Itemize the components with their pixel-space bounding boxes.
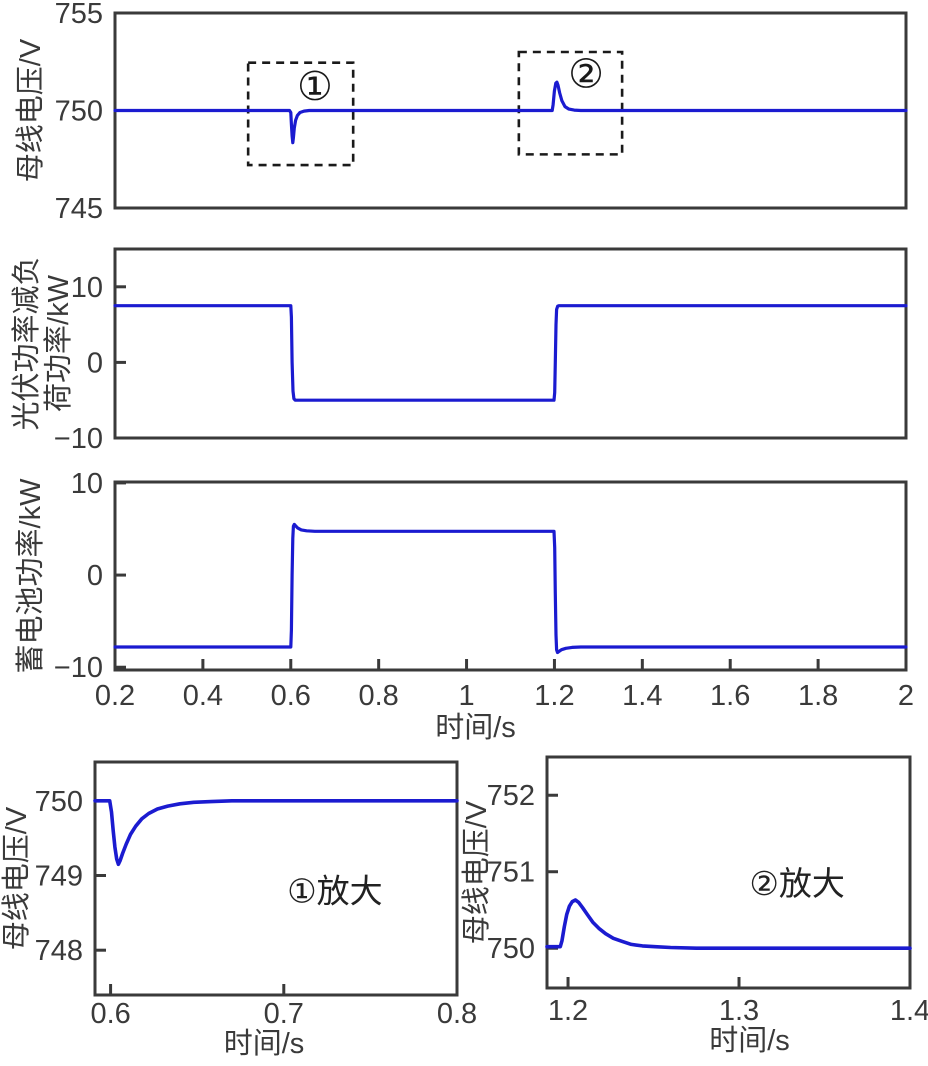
data-line bbox=[113, 80, 908, 145]
callout-box bbox=[246, 61, 355, 167]
y-axis-label: 母线电压/V bbox=[0, 806, 33, 950]
data-line bbox=[545, 898, 912, 950]
y-tick-label: 0 bbox=[87, 560, 103, 592]
x-axis-label: 时间/s bbox=[709, 1024, 790, 1057]
data-line bbox=[113, 522, 908, 655]
y-tick-label: 10 bbox=[71, 272, 103, 304]
y-tick-label: 750 bbox=[35, 786, 83, 818]
x-tick-label: 1.3 bbox=[719, 995, 759, 1027]
y-tick-label: 745 bbox=[55, 193, 103, 225]
x-tick-label: 1.4 bbox=[622, 680, 662, 712]
y-axis-label: 蓄电池功率/kW bbox=[14, 478, 47, 674]
x-tick-label: 1.2 bbox=[548, 995, 588, 1027]
y-axis-label: 光伏功率减负 bbox=[10, 256, 43, 430]
x-axis-label: 时间/s bbox=[435, 711, 516, 744]
x-tick-label: 0.7 bbox=[264, 998, 304, 1030]
y-tick-label: −10 bbox=[54, 652, 103, 684]
data-line bbox=[93, 798, 459, 867]
plot-frame bbox=[93, 760, 459, 997]
plot-frame bbox=[113, 247, 908, 440]
y-tick-label: 10 bbox=[71, 468, 103, 500]
pv-load-power-plot: 10 0 −10 光伏功率减负 荷功率/kW bbox=[10, 247, 908, 455]
plot-frame bbox=[113, 480, 908, 672]
y-tick-label: 749 bbox=[35, 861, 83, 893]
callout-number: ① bbox=[297, 65, 333, 109]
data-line bbox=[113, 304, 908, 402]
callout-box bbox=[517, 50, 624, 156]
callout-number: ② bbox=[568, 52, 604, 96]
x-tick-label: 0.2 bbox=[95, 680, 135, 712]
zoom-annotation: ②放大 bbox=[749, 865, 845, 902]
y-tick-label: 0 bbox=[87, 347, 103, 379]
x-tick-label: 0.8 bbox=[437, 998, 477, 1030]
y-axis-label: 荷功率/kW bbox=[42, 274, 75, 412]
y-tick-label: −10 bbox=[54, 423, 103, 455]
y-axis-label: 母线电压/V bbox=[460, 800, 493, 944]
y-tick-label: 748 bbox=[35, 935, 83, 967]
x-tick-label: 2 bbox=[898, 680, 914, 712]
y-tick-label: 750 bbox=[487, 933, 535, 965]
y-tick-label: 752 bbox=[487, 780, 535, 812]
y-axis-label: 母线电压/V bbox=[14, 38, 47, 182]
y-tick-label: 755 bbox=[55, 0, 103, 30]
x-tick-label: 0.4 bbox=[183, 680, 223, 712]
x-tick-label: 0.6 bbox=[90, 998, 130, 1030]
y-tick-label: 750 bbox=[55, 96, 103, 128]
plot-frame bbox=[545, 755, 912, 990]
x-tick-label: 1.8 bbox=[798, 680, 838, 712]
x-tick-label: 1 bbox=[458, 680, 474, 712]
y-tick-label: 751 bbox=[487, 857, 535, 889]
x-tick-label: 0.6 bbox=[271, 680, 311, 712]
zoom-annotation: ①放大 bbox=[287, 872, 383, 909]
battery-power-plot: 0.2 0.4 0.6 0.8 1 1.2 1.4 1.6 1.8 2 10 0 −10蓄电池功率/kW… bbox=[14, 468, 914, 744]
x-axis-label: 时间/s bbox=[224, 1027, 305, 1060]
x-tick-label: 1.4 bbox=[890, 995, 928, 1027]
x-tick-label: 1.6 bbox=[710, 680, 750, 712]
x-tick-label: 1.2 bbox=[534, 680, 574, 712]
x-tick-label: 0.8 bbox=[359, 680, 399, 712]
